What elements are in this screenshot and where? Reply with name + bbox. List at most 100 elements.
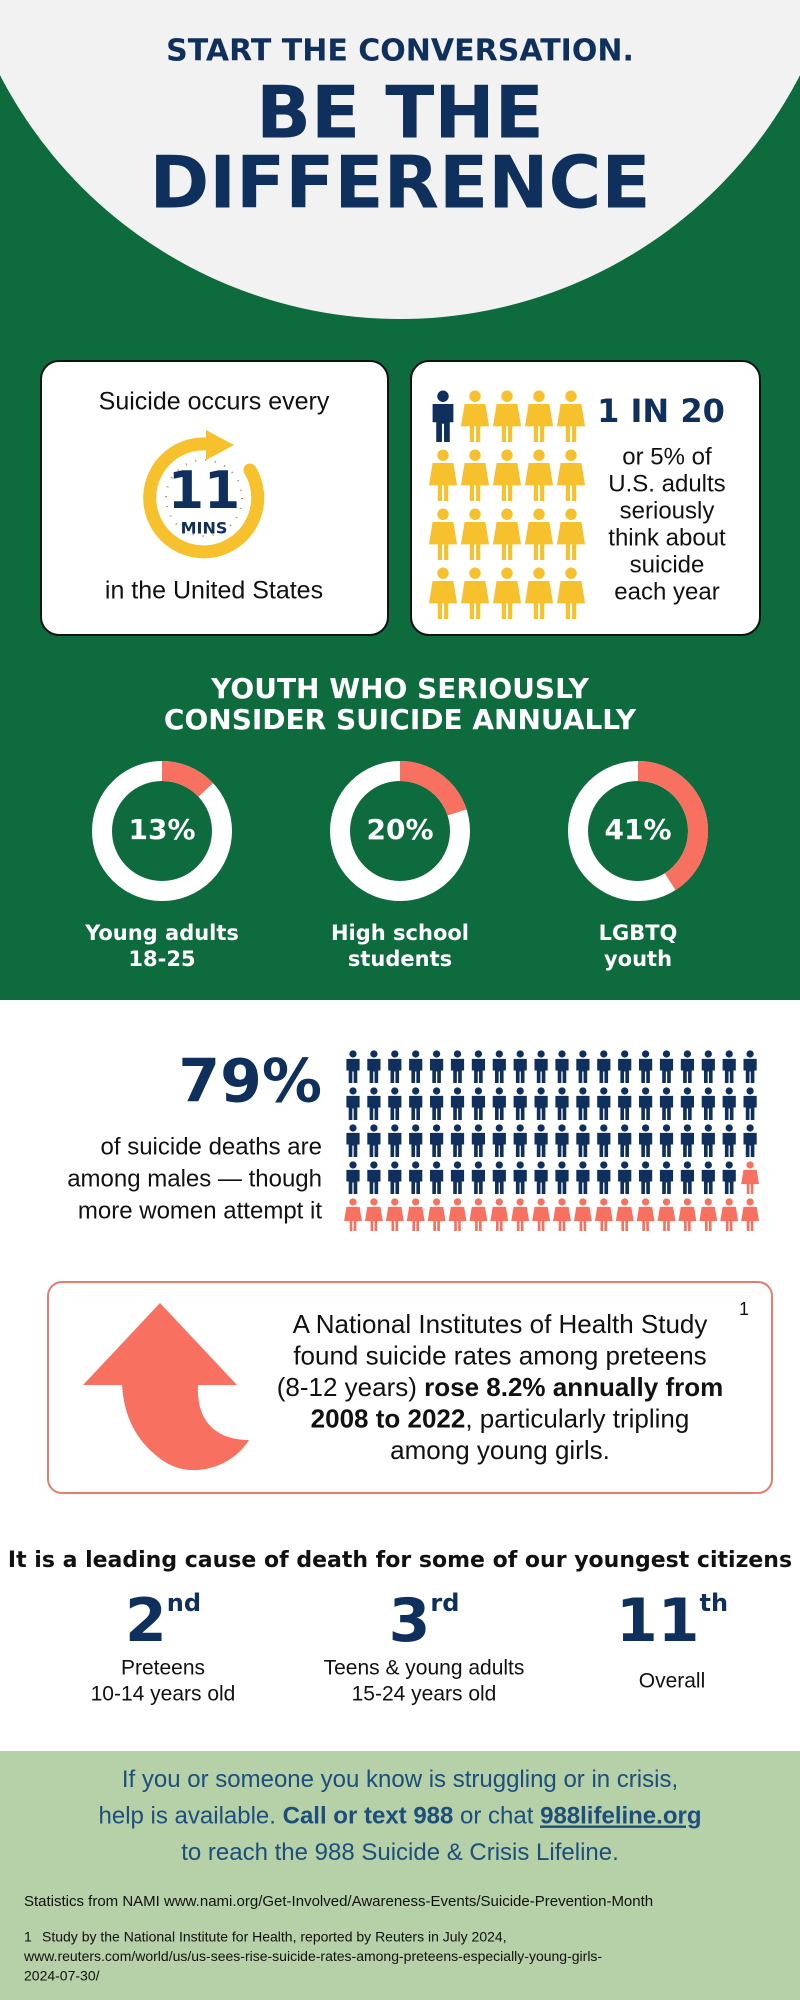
person-body	[513, 1095, 527, 1120]
person-body	[492, 1095, 506, 1120]
person-head	[495, 1161, 503, 1169]
person-icon	[556, 508, 586, 560]
person-icon	[344, 1198, 362, 1231]
rank-caption: 15-24 years old	[352, 1683, 497, 1706]
person-body	[385, 1206, 404, 1231]
person-head	[600, 1087, 608, 1095]
person-head	[453, 1087, 462, 1095]
person-head	[537, 1087, 545, 1095]
person-body	[597, 1132, 611, 1157]
rank-caption: Overall	[639, 1670, 706, 1693]
donut-caption: High school	[331, 921, 469, 945]
person-body	[639, 1095, 653, 1120]
person-head	[412, 1161, 420, 1169]
person-head	[495, 1198, 503, 1206]
person-body	[618, 1132, 632, 1157]
person-icon	[346, 1050, 360, 1083]
person-body	[367, 1132, 381, 1157]
person-icon	[428, 449, 458, 501]
person-head	[495, 1087, 503, 1095]
person-head	[469, 567, 481, 579]
study-text-run: 2008 to 2022	[311, 1403, 466, 1433]
person-icon	[385, 1198, 404, 1231]
ratio-text: seriously	[620, 497, 715, 524]
person-icon	[722, 1161, 736, 1194]
person-body	[492, 1132, 506, 1157]
person-body	[576, 1058, 590, 1083]
person-icon	[556, 390, 586, 442]
person-head	[349, 1161, 357, 1169]
title: BE THE	[256, 71, 544, 155]
males-headline: 79%	[178, 1047, 322, 1117]
person-body	[618, 1095, 632, 1120]
person-head	[537, 1050, 545, 1058]
person-body	[743, 1095, 757, 1120]
person-body	[573, 1206, 592, 1231]
person-body	[490, 1206, 509, 1231]
person-head	[437, 567, 449, 579]
person-icon	[639, 1161, 653, 1194]
person-icon	[701, 1050, 715, 1083]
person-icon	[409, 1050, 423, 1083]
person-body	[597, 1058, 611, 1083]
person-icon	[639, 1124, 653, 1157]
donut-arc	[399, 761, 467, 816]
person-head	[662, 1124, 671, 1132]
person-head	[641, 1161, 650, 1169]
person-head	[437, 449, 449, 461]
person-icon	[659, 1087, 674, 1120]
person-body	[555, 1169, 569, 1194]
person-body	[430, 1058, 444, 1083]
person-body	[388, 1095, 402, 1120]
person-head	[391, 1198, 399, 1206]
person-body	[597, 1095, 611, 1120]
person-head	[746, 1161, 754, 1169]
footer-text-run[interactable]: 988lifeline.org	[540, 1803, 701, 1830]
person-body	[680, 1058, 694, 1083]
section-title: CONSIDER SUICIDE ANNUALLY	[164, 703, 637, 736]
rank-number: 11th	[616, 1586, 728, 1656]
person-head	[349, 1050, 357, 1058]
person-head	[469, 508, 481, 520]
person-head	[558, 1124, 566, 1132]
footer-text: help is available. Call or text 988 or c…	[99, 1803, 702, 1830]
footer-text-run: help is available.	[99, 1803, 283, 1830]
person-body	[428, 581, 458, 619]
person-head	[516, 1124, 524, 1132]
person-icon	[450, 1124, 465, 1157]
person-body	[492, 404, 522, 442]
person-head	[558, 1198, 566, 1206]
person-head	[746, 1087, 754, 1095]
donut-arc	[637, 761, 708, 891]
person-body	[534, 1169, 548, 1194]
rank-value: 11	[616, 1586, 700, 1656]
person-head	[565, 390, 577, 402]
person-icon	[427, 1198, 446, 1231]
person-head	[516, 1198, 524, 1206]
person-icon	[659, 1050, 674, 1083]
person-icon	[534, 1050, 548, 1083]
person-icon	[555, 1161, 569, 1194]
person-head	[704, 1161, 712, 1169]
person-body	[471, 1169, 485, 1194]
person-head	[621, 1050, 629, 1058]
person-head	[537, 1124, 545, 1132]
person-head	[516, 1050, 524, 1058]
footnote: Study by the National Institute for Heal…	[42, 1929, 507, 1945]
person-head	[565, 567, 577, 579]
person-icon	[346, 1161, 360, 1194]
person-head	[453, 1198, 462, 1206]
person-body	[720, 1206, 739, 1231]
person-body	[346, 1169, 360, 1194]
person-body	[471, 1058, 485, 1083]
person-icon	[524, 508, 554, 560]
arrow-icon	[83, 1303, 249, 1471]
person-body	[409, 1132, 423, 1157]
person-body	[524, 404, 554, 442]
person-icon	[618, 1161, 632, 1194]
person-icon	[450, 1161, 465, 1194]
person-body	[699, 1206, 718, 1231]
person-icon	[701, 1124, 715, 1157]
person-body	[428, 463, 458, 501]
